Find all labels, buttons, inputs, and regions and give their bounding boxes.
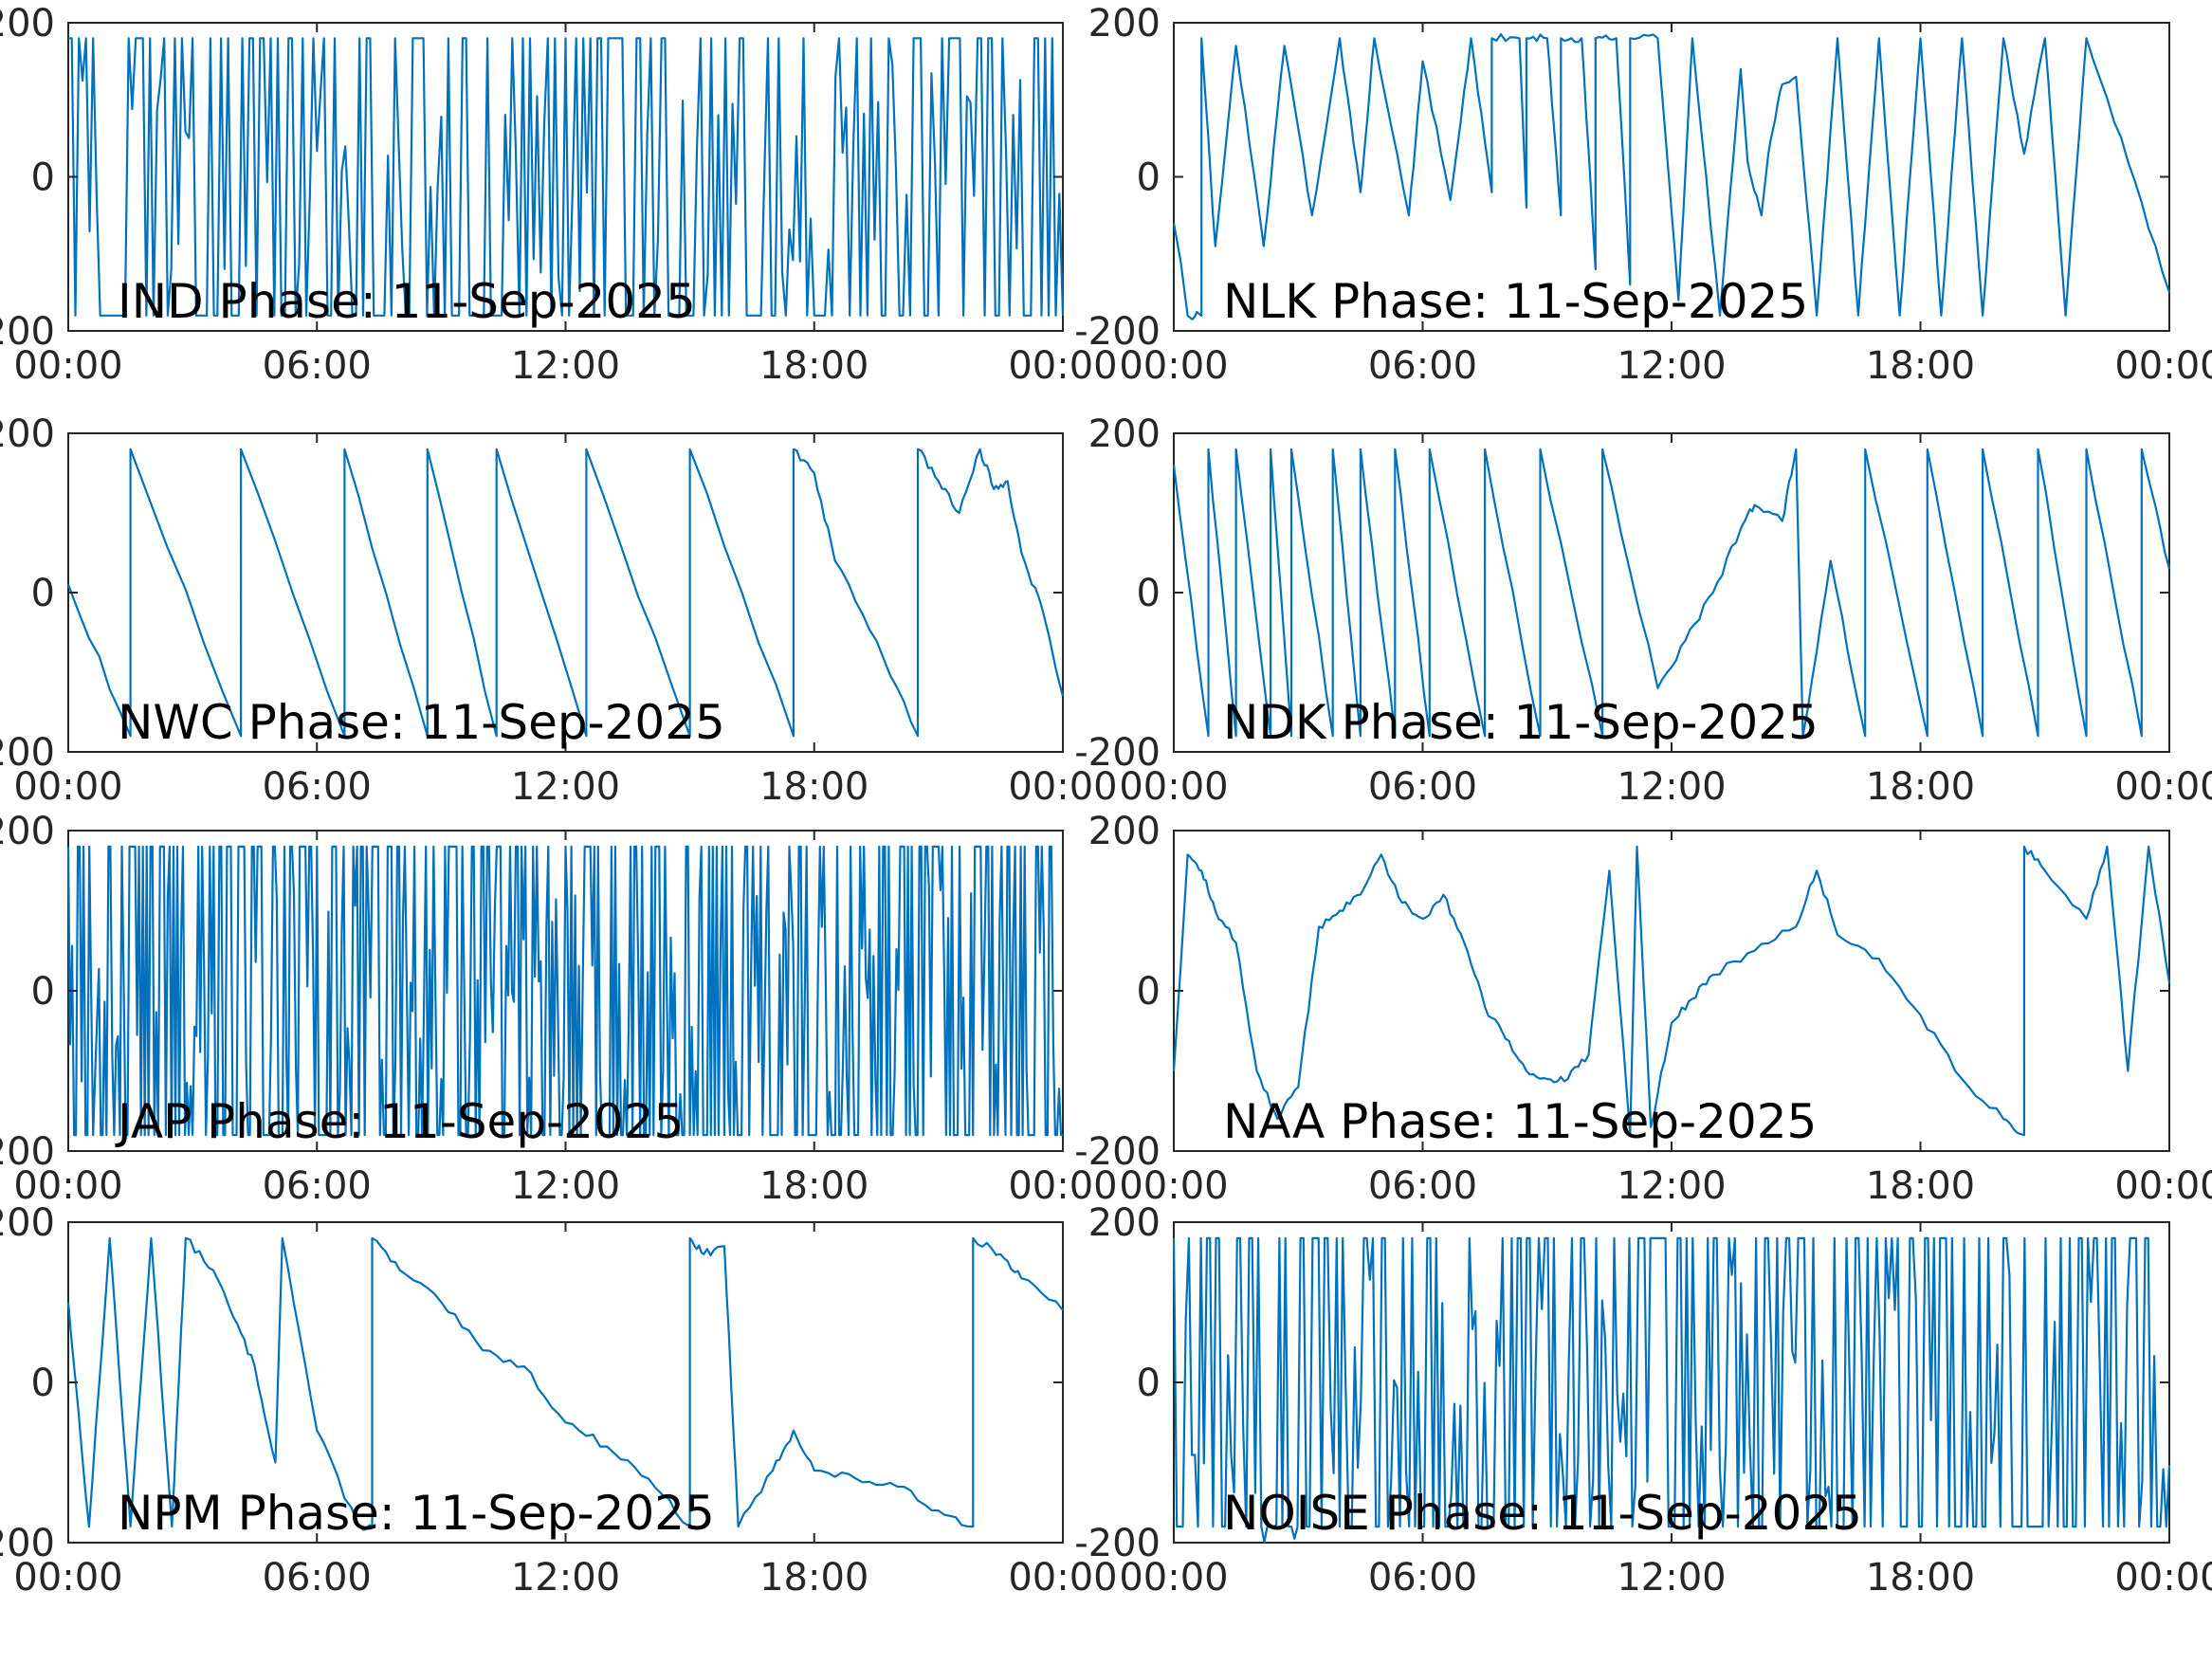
series-line [1172,1236,2171,1544]
panel-8: 00:00 06:00 12:00 18:00 00:00 200 0 -200 NOISE P… [1074,1201,2212,1600]
x-tick-label: 06:00 [1368,1556,1477,1600]
y-tick-label: 0 [1137,572,1161,615]
x-tick-label: 00:00 [2114,344,2212,388]
y-tick-label: 200 [1088,1201,1161,1245]
y-tick-label: 0 [1137,156,1161,200]
series-line [1172,845,2171,1137]
y-tick-label: -200 [1074,731,1161,775]
x-tick-label: 12:00 [511,1164,620,1208]
axes-frame [67,1221,1064,1544]
y-tick-label: 200 [0,412,55,456]
x-tick-label: 06:00 [263,765,372,809]
x-tick-label: 00:00 [13,344,122,388]
series-line [66,1236,1064,1531]
panel-title: NOISE Phase: 11-Sep-2025 [1223,1486,1862,1541]
x-tick-label: 12:00 [511,1556,620,1600]
x-tick-label: 00:00 [1008,1164,1117,1208]
panel-title: JAP Phase: 11-Sep-2025 [115,1094,684,1149]
x-tick-label: 06:00 [263,1164,372,1208]
y-tick-label: 200 [0,810,55,853]
x-tick-label: 06:00 [263,344,372,388]
y-tick-label: 200 [1088,2,1161,46]
y-tick-label: -200 [1074,310,1161,354]
y-tick-label: 200 [1088,810,1161,853]
y-tick-label: -200 [1074,1130,1161,1174]
y-tick-label: 0 [31,572,55,615]
panel-4: 00:00 06:00 12:00 18:00 00:00 200 0 -200 NDK Pha… [1074,412,2212,809]
x-tick-label: 00:00 [1008,765,1117,809]
y-tick-label: -200 [0,1522,55,1565]
y-tick-label: -200 [0,731,55,775]
series-line [66,448,1065,738]
x-tick-label: 00:00 [2114,1556,2212,1600]
x-tick-label: 06:00 [1368,765,1477,809]
x-tick-label: 00:00 [2114,1164,2212,1208]
x-tick-label: 00:00 [1119,1556,1228,1600]
panel-6: 00:00 06:00 12:00 18:00 00:00 200 0 -200 NAA Pha… [1074,810,2212,1208]
y-tick-label: 0 [1137,970,1161,1014]
panel-2: 00:00 06:00 12:00 18:00 00:00 200 0 -200 NLK Pha… [1074,2,2212,388]
panel-title: NPM Phase: 11-Sep-2025 [118,1486,715,1541]
panel-5: 00:00 06:00 12:00 18:00 00:00 200 0 -200 JAP Pha… [0,810,1118,1208]
x-tick-label: 00:00 [1008,1556,1117,1600]
x-tick-label: 06:00 [1368,344,1477,388]
x-tick-label: 18:00 [1866,765,1975,809]
x-tick-label: 18:00 [759,1164,868,1208]
series-line [1172,33,2171,320]
x-tick-label: 18:00 [759,344,868,388]
x-tick-label: 00:00 [13,1556,122,1600]
x-tick-label: 12:00 [1617,1556,1726,1600]
series-line [68,37,1065,317]
x-tick-label: 12:00 [511,765,620,809]
y-tick-label: -200 [0,1130,55,1174]
x-tick-label: 00:00 [2114,765,2212,809]
y-tick-label: 200 [0,2,55,46]
x-tick-label: 12:00 [1617,765,1726,809]
panel-title: NAA Phase: 11-Sep-2025 [1223,1094,1817,1149]
x-tick-label: 12:00 [511,344,620,388]
x-tick-label: 18:00 [759,765,868,809]
x-tick-label: 18:00 [759,1556,868,1600]
axes-frame [1173,432,2170,753]
y-tick-label: -200 [1074,1522,1161,1565]
x-tick-label: 00:00 [13,1164,122,1208]
series-line [66,845,1063,1137]
x-tick-label: 00:00 [1119,344,1228,388]
panel-title: NWC Phase: 11-Sep-2025 [118,695,725,750]
x-tick-label: 18:00 [1866,1556,1975,1600]
y-tick-label: 0 [31,1362,55,1405]
series-line [1172,448,2171,738]
x-tick-label: 06:00 [263,1556,372,1600]
y-tick-label: 200 [1088,412,1161,456]
axes-frame [67,432,1064,753]
x-tick-label: 06:00 [1368,1164,1477,1208]
x-tick-label: 00:00 [1008,344,1117,388]
x-tick-label: 18:00 [1866,344,1975,388]
x-tick-label: 18:00 [1866,1164,1975,1208]
y-tick-label: 0 [1137,1362,1161,1405]
panel-1: 00:00 06:00 12:00 18:00 00:00 200 0 -200 IND Pha… [0,2,1118,388]
x-tick-label: 12:00 [1617,344,1726,388]
x-tick-label: 00:00 [1119,765,1228,809]
x-tick-label: 12:00 [1617,1164,1726,1208]
panel-3: 00:00 06:00 12:00 18:00 00:00 200 0 -200 NWC Pha… [0,412,1118,809]
axes-frame [1173,22,2170,332]
panel-title: NDK Phase: 11-Sep-2025 [1223,695,1819,750]
panel-title: NLK Phase: 11-Sep-2025 [1223,274,1808,329]
panel-title: IND Phase: 11-Sep-2025 [118,274,696,329]
y-tick-label: 0 [31,156,55,200]
panel-7: 00:00 06:00 12:00 18:00 00:00 200 0 -200 NPM Pha… [0,1201,1118,1600]
x-tick-label: 00:00 [1119,1164,1228,1208]
y-tick-label: -200 [0,310,55,354]
axes-frame [1173,830,2170,1152]
y-tick-label: 200 [0,1201,55,1245]
y-tick-label: 0 [31,970,55,1014]
x-tick-label: 00:00 [13,765,122,809]
